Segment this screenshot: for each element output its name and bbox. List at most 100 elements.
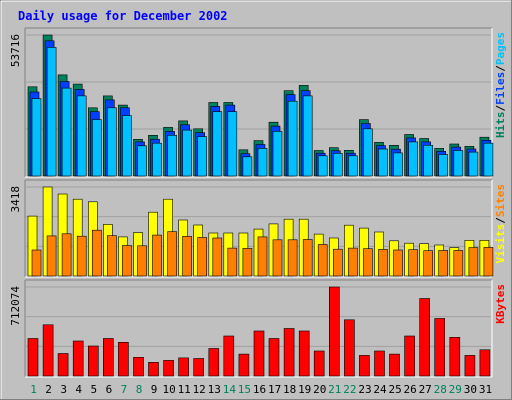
bar-kbytes-day-3 — [57, 353, 69, 377]
bar-sites-day-29 — [453, 250, 464, 277]
bar-pages-day-27 — [423, 145, 434, 177]
x-tick-label-day-24: 24 — [373, 383, 387, 396]
bar-kbytes-day-11 — [178, 357, 189, 377]
y-max-label: 3418 — [9, 186, 22, 213]
bar-kbytes-day-18 — [283, 328, 295, 377]
bar-sites-day-28 — [438, 250, 449, 277]
bar-kbytes-day-30 — [464, 355, 476, 377]
bar-sites-day-15 — [242, 248, 253, 277]
chart-panels: 53716Hits/Files/Pages3418Visits/Sites712… — [9, 27, 507, 378]
bar-sites-day-8 — [137, 245, 147, 277]
bar-sites-day-11 — [182, 236, 192, 277]
bar-pages-day-10 — [167, 135, 177, 177]
x-tick-label-day-26: 26 — [403, 383, 416, 396]
bar-kbytes-day-24 — [374, 350, 385, 377]
bar-sites-day-19 — [302, 239, 313, 277]
bar-pages-day-31 — [483, 142, 494, 177]
panel-legend: Visits/Sites — [494, 184, 507, 264]
bar-sites-day-14 — [227, 247, 238, 277]
bar-pages-day-18 — [287, 100, 298, 177]
bar-pages-day-1 — [31, 98, 42, 177]
y-max-label: 53716 — [9, 34, 22, 67]
bar-sites-day-20 — [317, 244, 328, 277]
bar-pages-day-5 — [92, 119, 102, 177]
bar-sites-day-31 — [483, 247, 494, 277]
bar-sites-day-13 — [212, 237, 223, 277]
x-tick-label-day-21: 21 — [328, 383, 341, 396]
bar-pages-day-13 — [212, 111, 223, 177]
bar-sites-day-30 — [468, 247, 479, 277]
bar-sites-day-17 — [272, 239, 283, 277]
x-tick-label-day-11: 11 — [178, 383, 191, 396]
bar-kbytes-day-21 — [328, 286, 340, 377]
bar-kbytes-day-13 — [208, 348, 220, 377]
bar-sites-day-23 — [363, 248, 373, 277]
bar-pages-day-30 — [468, 151, 479, 177]
y-max-label: 712074 — [9, 286, 22, 326]
bar-pages-day-21 — [332, 153, 343, 177]
bar-kbytes-day-8 — [133, 356, 144, 377]
legend-separator: / — [494, 65, 507, 72]
bar-kbytes-day-6 — [103, 338, 114, 377]
bar-pages-day-6 — [107, 107, 117, 177]
bar-pages-day-16 — [257, 148, 268, 177]
bar-pages-day-24 — [378, 148, 388, 177]
bar-kbytes-day-7 — [118, 341, 129, 377]
bar-pages-day-19 — [302, 95, 313, 177]
bar-kbytes-day-16 — [253, 330, 265, 377]
x-tick-label-day-28: 28 — [434, 383, 447, 396]
bar-pages-day-26 — [408, 141, 418, 177]
x-tick-label-day-8: 8 — [136, 383, 143, 396]
bar-pages-day-25 — [393, 152, 403, 177]
bar-kbytes-day-5 — [88, 345, 99, 377]
bar-kbytes-day-17 — [268, 338, 280, 377]
legend-hits: Hits — [494, 112, 507, 139]
bar-kbytes-day-29 — [449, 336, 461, 377]
bar-pages-day-2 — [46, 47, 57, 177]
bar-pages-day-9 — [152, 142, 162, 177]
x-tick-label-day-20: 20 — [313, 383, 326, 396]
bar-sites-day-6 — [107, 235, 117, 277]
x-tick-label-day-31: 31 — [479, 383, 492, 396]
x-tick-label-day-25: 25 — [388, 383, 401, 396]
bar-kbytes-day-19 — [298, 330, 310, 377]
bar-pages-day-22 — [348, 155, 358, 177]
bar-pages-day-15 — [242, 156, 253, 177]
bar-pages-day-17 — [272, 131, 283, 177]
bar-pages-day-14 — [227, 111, 238, 177]
x-tick-label-day-22: 22 — [343, 383, 356, 396]
bar-kbytes-day-26 — [404, 335, 415, 377]
bar-kbytes-day-4 — [72, 340, 84, 377]
legend-files: Files — [494, 72, 507, 105]
bar-sites-day-9 — [152, 234, 162, 277]
bar-kbytes-day-12 — [193, 358, 204, 377]
bar-kbytes-day-2 — [42, 324, 54, 377]
panel-legend: Hits/Files/Pages — [494, 32, 507, 138]
bar-sites-day-4 — [76, 235, 87, 277]
bar-pages-day-20 — [317, 155, 328, 177]
bar-kbytes-day-1 — [27, 338, 39, 377]
bar-kbytes-day-9 — [148, 361, 159, 377]
bar-sites-day-5 — [92, 229, 102, 277]
legend-pages: Pages — [494, 32, 507, 65]
x-tick-label-day-19: 19 — [298, 383, 311, 396]
bar-sites-day-1 — [31, 249, 42, 277]
bar-kbytes-day-22 — [344, 319, 355, 377]
x-tick-label-day-17: 17 — [268, 383, 281, 396]
legend-visits: Visits — [494, 224, 507, 264]
bar-kbytes-day-25 — [389, 353, 400, 377]
bar-pages-day-23 — [363, 128, 373, 177]
bar-sites-day-21 — [332, 248, 343, 277]
bar-pages-day-11 — [182, 129, 192, 177]
bar-pages-day-8 — [137, 145, 147, 177]
x-tick-label-day-2: 2 — [45, 383, 52, 396]
x-tick-label-day-3: 3 — [60, 383, 67, 396]
bar-pages-day-3 — [61, 87, 72, 177]
x-tick-label-day-13: 13 — [208, 383, 221, 396]
bar-pages-day-7 — [122, 115, 132, 177]
bar-sites-day-3 — [61, 233, 72, 277]
panel-legend: KBytes — [494, 284, 507, 324]
x-tick-label-day-14: 14 — [223, 383, 237, 396]
bar-sites-day-26 — [408, 249, 418, 277]
